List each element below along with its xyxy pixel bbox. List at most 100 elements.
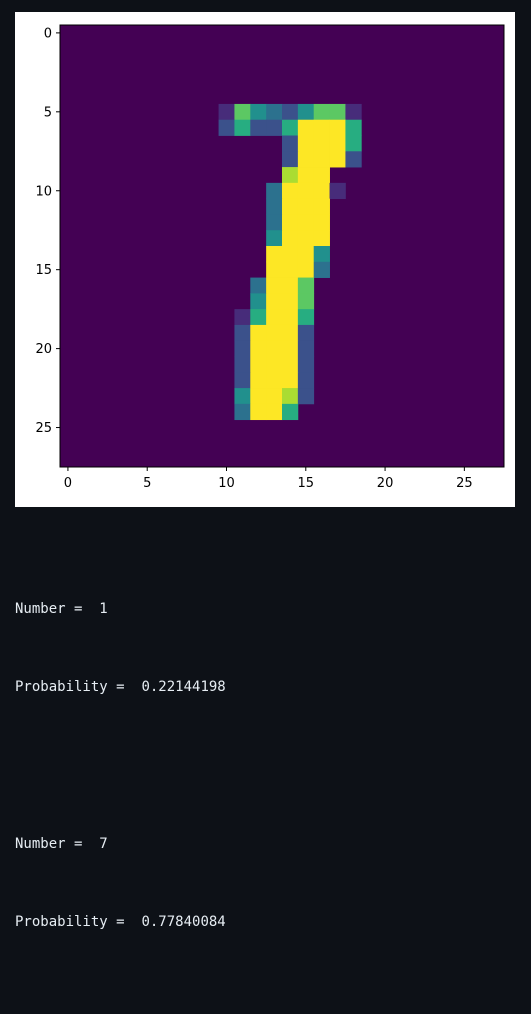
heatmap-cell	[345, 151, 362, 168]
heatmap-cell	[250, 340, 267, 357]
heatmap-cell	[282, 230, 299, 247]
heatmap-cell	[282, 372, 299, 389]
heatmap-cell	[313, 261, 330, 278]
heatmap-cell	[266, 103, 283, 121]
heatmap-cell	[282, 103, 299, 121]
x-tick-label: 20	[377, 476, 394, 491]
heatmap-cell	[282, 119, 299, 136]
x-axis-ticks: 0 5 10 15 20 25	[64, 467, 473, 491]
heatmap-cell	[282, 198, 299, 215]
heatmap-cell	[297, 388, 315, 405]
heatmap-cell	[297, 135, 315, 152]
heatmap-cell	[313, 103, 330, 121]
heatmap-cell	[297, 119, 315, 136]
heatmap-cell	[266, 340, 283, 357]
heatmap-cell	[282, 356, 299, 373]
y-axis-ticks: 0 5 10 15 20 25	[35, 26, 60, 436]
heatmap-cell	[266, 182, 283, 200]
heatmap-cell	[218, 103, 235, 121]
heatmap-cell	[345, 119, 362, 136]
heatmap-cell	[266, 324, 283, 342]
heatmap-cell	[266, 388, 283, 405]
heatmap-cell	[250, 293, 267, 310]
plot-frame	[59, 24, 505, 468]
heatmap-cell	[297, 261, 315, 278]
heatmap-cell	[250, 309, 267, 326]
heatmap-cell	[329, 135, 346, 152]
heatmap-cell	[282, 388, 299, 405]
y-tick-label: 10	[35, 184, 52, 199]
heatmap-cell	[297, 372, 315, 389]
heatmap-cell	[282, 309, 299, 326]
heatmap-cell	[313, 198, 330, 215]
heatmap-cell	[282, 246, 299, 263]
y-tick-label: 25	[35, 421, 52, 436]
y-tick-label: 0	[44, 26, 52, 41]
heatmap-cell	[282, 277, 299, 294]
heatmap-cell	[282, 151, 299, 168]
heatmap-cell	[266, 119, 283, 136]
probability-label: Probability =	[15, 679, 142, 695]
heatmap-cell	[297, 103, 315, 121]
number-line: Number = 7	[15, 831, 226, 857]
y-tick-label: 20	[35, 342, 52, 357]
number-value: 7	[99, 836, 108, 852]
heatmap-cell	[297, 309, 315, 326]
heatmap-cell	[282, 340, 299, 357]
heatmap-cell	[282, 261, 299, 278]
heatmap-cell	[297, 151, 315, 168]
plot-output: 0 5 10 15 20 25 0 5 10 15 20 25	[15, 12, 515, 507]
probability-value: 0.77840084	[141, 914, 226, 930]
heatmap-cell	[297, 167, 315, 184]
heatmap-cells	[60, 25, 504, 467]
number-value: 1	[99, 601, 108, 617]
heatmap-cell	[282, 293, 299, 310]
x-tick-label: 5	[143, 476, 151, 491]
result-block: Number = 1 Probability = 0.22144198	[15, 544, 226, 752]
heatmap-cell	[297, 214, 315, 231]
heatmap-cell	[313, 167, 330, 184]
heatmap-cell	[297, 277, 315, 294]
x-tick-label: 0	[64, 476, 72, 491]
heatmap-cell	[282, 182, 299, 200]
heatmap-cell	[297, 324, 315, 342]
cell-output: Number = 1 Probability = 0.22144198 Numb…	[15, 544, 226, 1014]
heatmap-cell	[266, 372, 283, 389]
heatmap-cell	[250, 119, 267, 136]
x-tick-label: 15	[298, 476, 315, 491]
number-label: Number =	[15, 601, 100, 617]
heatmap-cell	[297, 182, 315, 200]
x-tick-label: 25	[456, 476, 473, 491]
number-line: Number = 1	[15, 596, 226, 622]
heatmap-cell	[313, 246, 330, 263]
heatmap-cell	[234, 388, 251, 405]
heatmap-cell	[266, 277, 283, 294]
heatmap-cell	[297, 198, 315, 215]
x-tick-label: 10	[218, 476, 235, 491]
heatmap-cell	[313, 214, 330, 231]
heatmap-cell	[218, 119, 235, 136]
heatmap-cell	[282, 403, 299, 421]
heatmap-cell	[282, 135, 299, 152]
heatmap-cell	[313, 230, 330, 247]
heatmap-cell	[266, 198, 283, 215]
heatmap-cell	[234, 403, 251, 421]
heatmap-cell	[266, 403, 283, 421]
heatmap-cell	[313, 135, 330, 152]
heatmap-cell	[282, 214, 299, 231]
heatmap-cell	[250, 324, 267, 342]
heatmap-cell	[266, 293, 283, 310]
heatmap-cell	[266, 261, 283, 278]
heatmap-cell	[250, 103, 267, 121]
heatmap-cell	[345, 135, 362, 152]
heatmap-cell	[313, 119, 330, 136]
heatmap-cell	[297, 356, 315, 373]
heatmap-cell	[234, 372, 251, 389]
heatmap-cell	[266, 356, 283, 373]
heatmap-cell	[250, 403, 267, 421]
heatmap-cell	[266, 230, 283, 247]
heatmap-cell	[250, 277, 267, 294]
heatmap-cell	[313, 151, 330, 168]
heatmap-cell	[297, 293, 315, 310]
heatmap-chart: 0 5 10 15 20 25 0 5 10 15 20 25	[35, 24, 505, 491]
